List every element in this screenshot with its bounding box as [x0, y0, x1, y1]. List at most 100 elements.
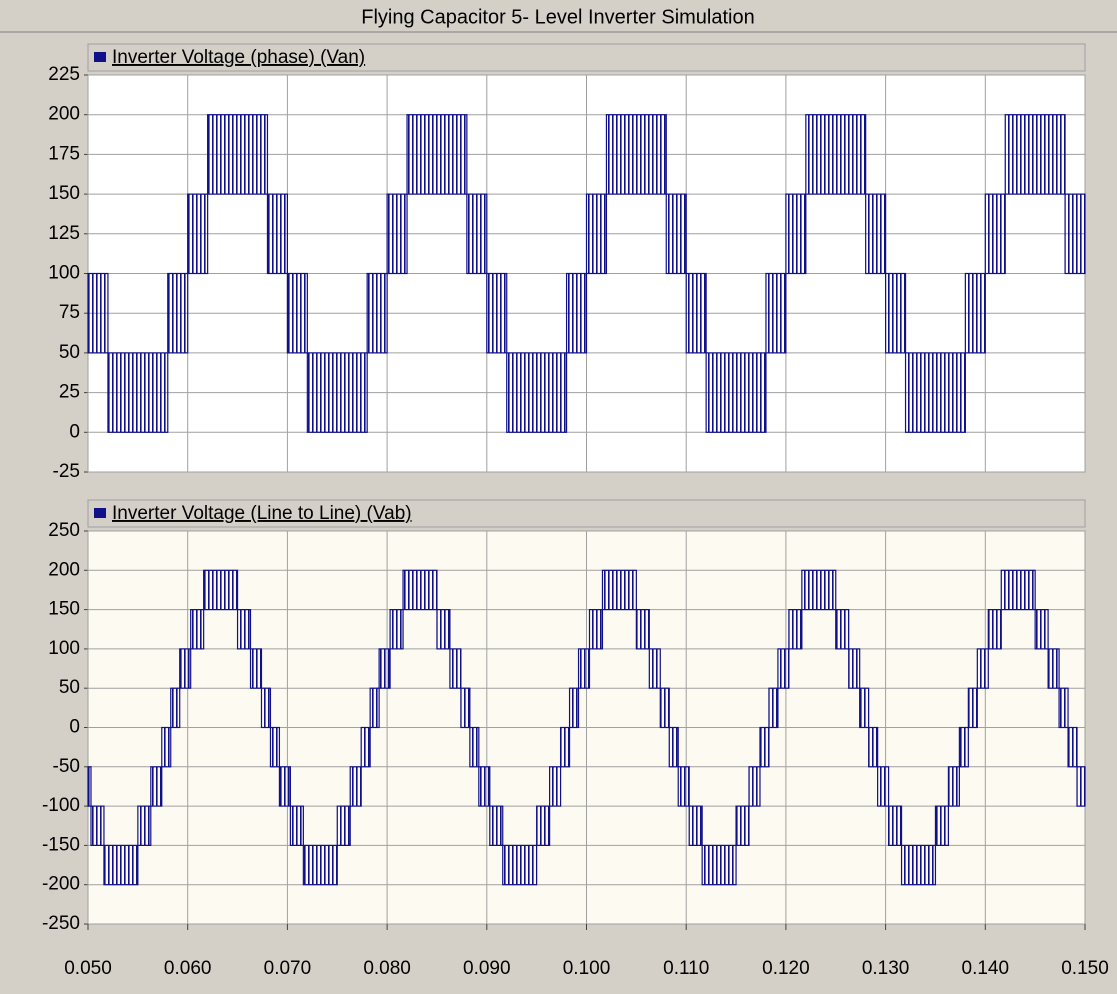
pwm-band [487, 274, 507, 353]
y-tick-label: -50 [53, 756, 80, 777]
x-tick-label: 0.150 [1061, 958, 1109, 979]
pwm-band [437, 610, 450, 649]
y-tick-label: 225 [48, 64, 80, 85]
pwm-band [251, 649, 262, 688]
chart-title: Flying Capacitor 5- Level Inverter Simul… [361, 6, 755, 28]
pwm-band [878, 767, 889, 806]
x-tick-label: 0.070 [264, 958, 312, 979]
pwm-band [290, 806, 303, 845]
legend-label: Inverter Voltage (phase) (Van) [112, 47, 365, 68]
pwm-band [869, 728, 878, 767]
pwm-band [649, 649, 660, 688]
pwm-band [490, 806, 503, 845]
pwm-band [806, 115, 866, 194]
x-tick-label: 0.090 [463, 958, 511, 979]
pwm-band [171, 688, 180, 727]
y-tick-label: 150 [48, 599, 80, 620]
pwm-band [786, 194, 806, 273]
pwm-band [561, 728, 570, 767]
pwm-band [1059, 688, 1068, 727]
pwm-band [270, 728, 279, 767]
pwm-band [669, 728, 678, 767]
pwm-band [702, 845, 736, 884]
pwm-band [988, 610, 1001, 649]
pwm-band [1065, 194, 1085, 273]
y-tick-label: -200 [42, 874, 80, 895]
y-tick-label: 175 [48, 143, 80, 164]
pwm-band [450, 649, 461, 688]
pwm-band [407, 115, 467, 194]
pwm-band [367, 274, 387, 353]
y-tick-label: -25 [53, 461, 80, 482]
y-tick-label: 150 [48, 183, 80, 204]
pwm-band [769, 688, 778, 727]
pwm-band [279, 767, 290, 806]
pwm-band [666, 194, 686, 273]
y-tick-label: 0 [69, 717, 80, 738]
pwm-band [778, 649, 789, 688]
x-tick-label: 0.130 [862, 958, 910, 979]
pwm-band [204, 570, 238, 609]
pwm-band [1001, 570, 1035, 609]
pwm-band [789, 610, 802, 649]
legend-label: Inverter Voltage (Line to Line) (Vab) [112, 503, 412, 524]
x-tick-label: 0.050 [64, 958, 112, 979]
pwm-band [191, 610, 204, 649]
pwm-band [91, 806, 104, 845]
pwm-band [689, 806, 702, 845]
pwm-band [886, 274, 906, 353]
y-tick-label: 75 [59, 302, 80, 323]
pwm-band [550, 767, 561, 806]
pwm-band [188, 194, 208, 273]
pwm-band [88, 767, 91, 806]
pwm-band [470, 728, 479, 767]
pwm-band [948, 767, 959, 806]
pwm-band [889, 806, 902, 845]
y-tick-label: 200 [48, 104, 80, 125]
pwm-band [467, 194, 487, 273]
pwm-band [587, 194, 607, 273]
pwm-band [660, 688, 669, 727]
pwm-band [1077, 767, 1085, 806]
pwm-band [370, 688, 379, 727]
pwm-band [749, 767, 760, 806]
pwm-band [403, 570, 437, 609]
pwm-band [860, 688, 869, 727]
pwm-band [138, 806, 151, 845]
pwm-band [267, 194, 287, 273]
pwm-band [567, 274, 587, 353]
y-tick-label: 200 [48, 559, 80, 580]
pwm-band [579, 649, 590, 688]
y-tick-label: -150 [42, 834, 80, 855]
pwm-band [802, 570, 836, 609]
chart: Flying Capacitor 5- Level Inverter Simul… [0, 0, 1117, 994]
y-tick-label: 100 [48, 638, 80, 659]
pwm-band [1068, 728, 1077, 767]
pwm-band [736, 806, 749, 845]
pwm-band [88, 274, 108, 353]
pwm-band [965, 274, 985, 353]
y-tick-label: 25 [59, 382, 80, 403]
pwm-band [479, 767, 490, 806]
pwm-band [390, 610, 403, 649]
y-tick-label: -100 [42, 795, 80, 816]
pwm-band [959, 728, 968, 767]
pwm-band [303, 845, 337, 884]
pwm-band [636, 610, 649, 649]
pwm-band [337, 806, 350, 845]
pwm-band [503, 845, 537, 884]
pwm-band [836, 610, 849, 649]
y-tick-label: 50 [59, 342, 80, 363]
pwm-band [602, 570, 636, 609]
pwm-band [1005, 115, 1065, 194]
pwm-band [686, 274, 706, 353]
x-tick-label: 0.110 [663, 958, 709, 979]
pwm-band [361, 728, 370, 767]
x-tick-label: 0.060 [164, 958, 212, 979]
pwm-band [977, 649, 988, 688]
pwm-band [766, 274, 786, 353]
x-tick-label: 0.120 [762, 958, 810, 979]
legend-swatch [94, 508, 106, 518]
pwm-band [537, 806, 550, 845]
pwm-band [168, 274, 188, 353]
